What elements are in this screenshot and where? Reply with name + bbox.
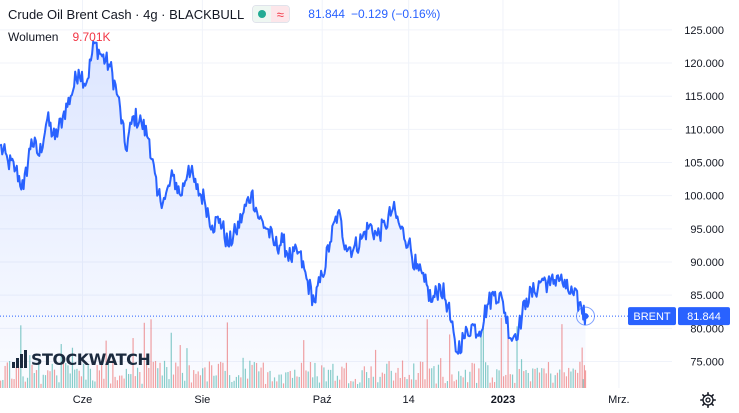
- price-change: −0.129 (−0.16%): [350, 7, 441, 21]
- y-tick-label: 90.000: [690, 257, 724, 269]
- volume-label[interactable]: Wolumen: [8, 30, 59, 44]
- y-tick-label: 100.000: [684, 191, 724, 203]
- y-tick-label: 120.000: [684, 58, 724, 70]
- volume-bar: [584, 370, 587, 388]
- price-area: [0, 40, 587, 388]
- x-tick-label: 14: [403, 394, 415, 406]
- status-badge[interactable]: ≈: [252, 5, 291, 23]
- x-tick-label: Mrz.: [608, 394, 629, 406]
- last-price-tag-text: 81.844: [687, 311, 721, 323]
- last-price-ring: [575, 306, 595, 326]
- x-tick-label: Cze: [73, 394, 93, 406]
- last-price-marker: BRENT 81.844: [0, 306, 730, 326]
- symbol-tag-text: BRENT: [633, 311, 671, 323]
- wave-icon: ≈: [271, 6, 290, 22]
- y-tick-label: 85.000: [690, 290, 724, 302]
- y-tick-label: 95.000: [690, 224, 724, 236]
- last-price-tag: [678, 307, 730, 326]
- logo-text: STOCKWATCH: [31, 349, 151, 369]
- y-tick-label: 125.000: [684, 25, 724, 37]
- y-tick-label: 75.000: [690, 356, 724, 368]
- y-tick-label: 105.000: [684, 158, 724, 170]
- y-tick-label: 115.000: [685, 91, 724, 103]
- last-price: 81.844: [308, 7, 345, 21]
- x-tick-label: 2023: [491, 394, 515, 406]
- last-price-dot: [582, 313, 589, 320]
- x-tick-label: Sie: [194, 394, 210, 406]
- gear-icon[interactable]: [700, 392, 716, 408]
- y-tick-label: 110.000: [685, 124, 724, 136]
- price-line: [0, 40, 587, 355]
- x-tick-label: Paź: [313, 394, 332, 406]
- stockwatch-logo: STOCKWATCH: [12, 348, 151, 370]
- y-tick-label: 80.000: [690, 323, 724, 335]
- symbol-tag: [628, 307, 676, 326]
- price-area-fill: [0, 41, 586, 388]
- market-open-icon: [253, 6, 272, 22]
- time-axis: Cze Sie Paź 14 2023 Mrz.: [73, 394, 630, 406]
- price-axis: 75.000 80.000 85.000 90.000 95.000 100.000 105…: [684, 25, 724, 369]
- chart-legend: Crude Oil Brent Cash · 4g · BLACKBULL ≈ …: [8, 4, 440, 24]
- logo-bars-icon: [12, 350, 28, 368]
- volume-value: 9.701K: [72, 30, 111, 44]
- volume-legend: Wolumen 9.701K: [8, 30, 111, 44]
- symbol-title[interactable]: Crude Oil Brent Cash · 4g · BLACKBULL: [8, 6, 245, 22]
